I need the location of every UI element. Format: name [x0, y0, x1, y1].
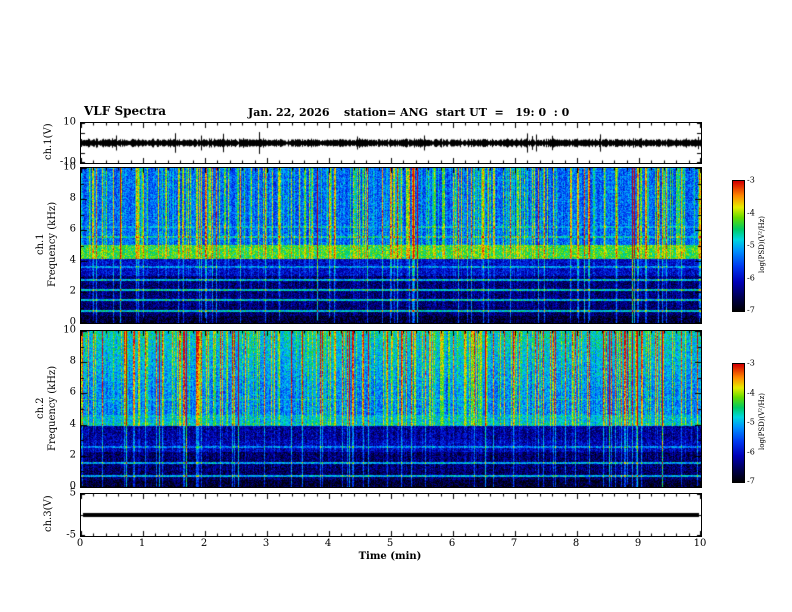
- colorbar-1: [732, 180, 745, 312]
- ch3v-axis-label: ch.3(V): [43, 495, 54, 533]
- figure-title: VLF Spectra: [84, 104, 167, 118]
- tick-label: -10: [59, 156, 76, 168]
- tick-label: 2: [69, 285, 76, 297]
- tick-label: 8: [69, 355, 76, 367]
- tick-label: 9: [634, 538, 642, 549]
- tick-label: 3: [262, 538, 270, 549]
- tick-label: -4: [747, 388, 755, 397]
- tick-label: -4: [747, 208, 755, 217]
- tick-label: 6: [448, 538, 456, 549]
- colorbar-2-label: log(PSD)(V²/Hz): [758, 393, 766, 451]
- ch1-spectrogram-canvas: [81, 168, 701, 323]
- colorbar-1-gradient: [733, 181, 744, 311]
- tick-label: 10: [63, 161, 76, 173]
- tick-label: 5: [386, 538, 394, 549]
- tick-label: 8: [69, 192, 76, 204]
- tick-label: 5: [69, 487, 76, 499]
- ch1v-axis-label: ch.1(V): [43, 123, 54, 161]
- tick-label: 4: [324, 538, 332, 549]
- tick-label: 7: [510, 538, 518, 549]
- header-station: station= ANG: [344, 106, 429, 119]
- tick-label: 10: [693, 538, 707, 549]
- tick-label: -5: [66, 529, 76, 541]
- ch2-spectrogram-canvas: [81, 331, 701, 487]
- tick-label: 1: [138, 538, 146, 549]
- x-axis-title: Time (min): [358, 551, 422, 562]
- tick-label: 8: [572, 538, 580, 549]
- ch2f-axis-label-line1: ch.2: [35, 397, 46, 419]
- tick-label: 6: [69, 386, 76, 398]
- ch3-voltage-panel: [80, 493, 702, 537]
- tick-label: -7: [747, 305, 755, 315]
- colorbar-2-gradient: [733, 364, 744, 482]
- ch3-waveform-canvas: [81, 494, 701, 536]
- ch1-waveform-canvas: [81, 123, 701, 163]
- tick-label: 4: [69, 418, 76, 430]
- ch1f-axis-label-line2: Frequency (kHz): [47, 201, 58, 288]
- colorbar-2: [732, 363, 745, 483]
- tick-label: -3: [747, 175, 755, 185]
- header-date: Jan. 22, 2026: [248, 106, 330, 119]
- header-start-ut: start UT = 19: 0 : 0: [436, 106, 570, 119]
- tick-label: 2: [69, 449, 76, 461]
- tick-label: -5: [747, 417, 755, 427]
- ch1-spectrogram-panel: [80, 167, 702, 324]
- tick-label: -7: [747, 476, 755, 486]
- tick-label: 4: [69, 254, 76, 266]
- ch1f-axis-label-line1: ch.1: [35, 233, 46, 256]
- tick-label: 6: [69, 223, 76, 235]
- tick-label: 10: [63, 116, 76, 128]
- tick-label: -6: [747, 447, 755, 456]
- tick-label: -3: [747, 358, 755, 368]
- tick-label: 0: [76, 538, 84, 549]
- tick-label: 0: [69, 480, 76, 492]
- colorbar-1-label: log(PSD)(V²/Hz): [758, 216, 766, 274]
- tick-label: 2: [200, 538, 208, 549]
- ch2-spectrogram-panel: [80, 330, 702, 488]
- ch2f-axis-label-line2: Frequency (kHz): [47, 365, 58, 451]
- tick-label: 10: [63, 324, 76, 336]
- tick-label: -6: [747, 273, 755, 282]
- tick-label: 0: [69, 316, 76, 328]
- ch1-voltage-panel: [80, 122, 702, 164]
- tick-label: -5: [747, 240, 755, 250]
